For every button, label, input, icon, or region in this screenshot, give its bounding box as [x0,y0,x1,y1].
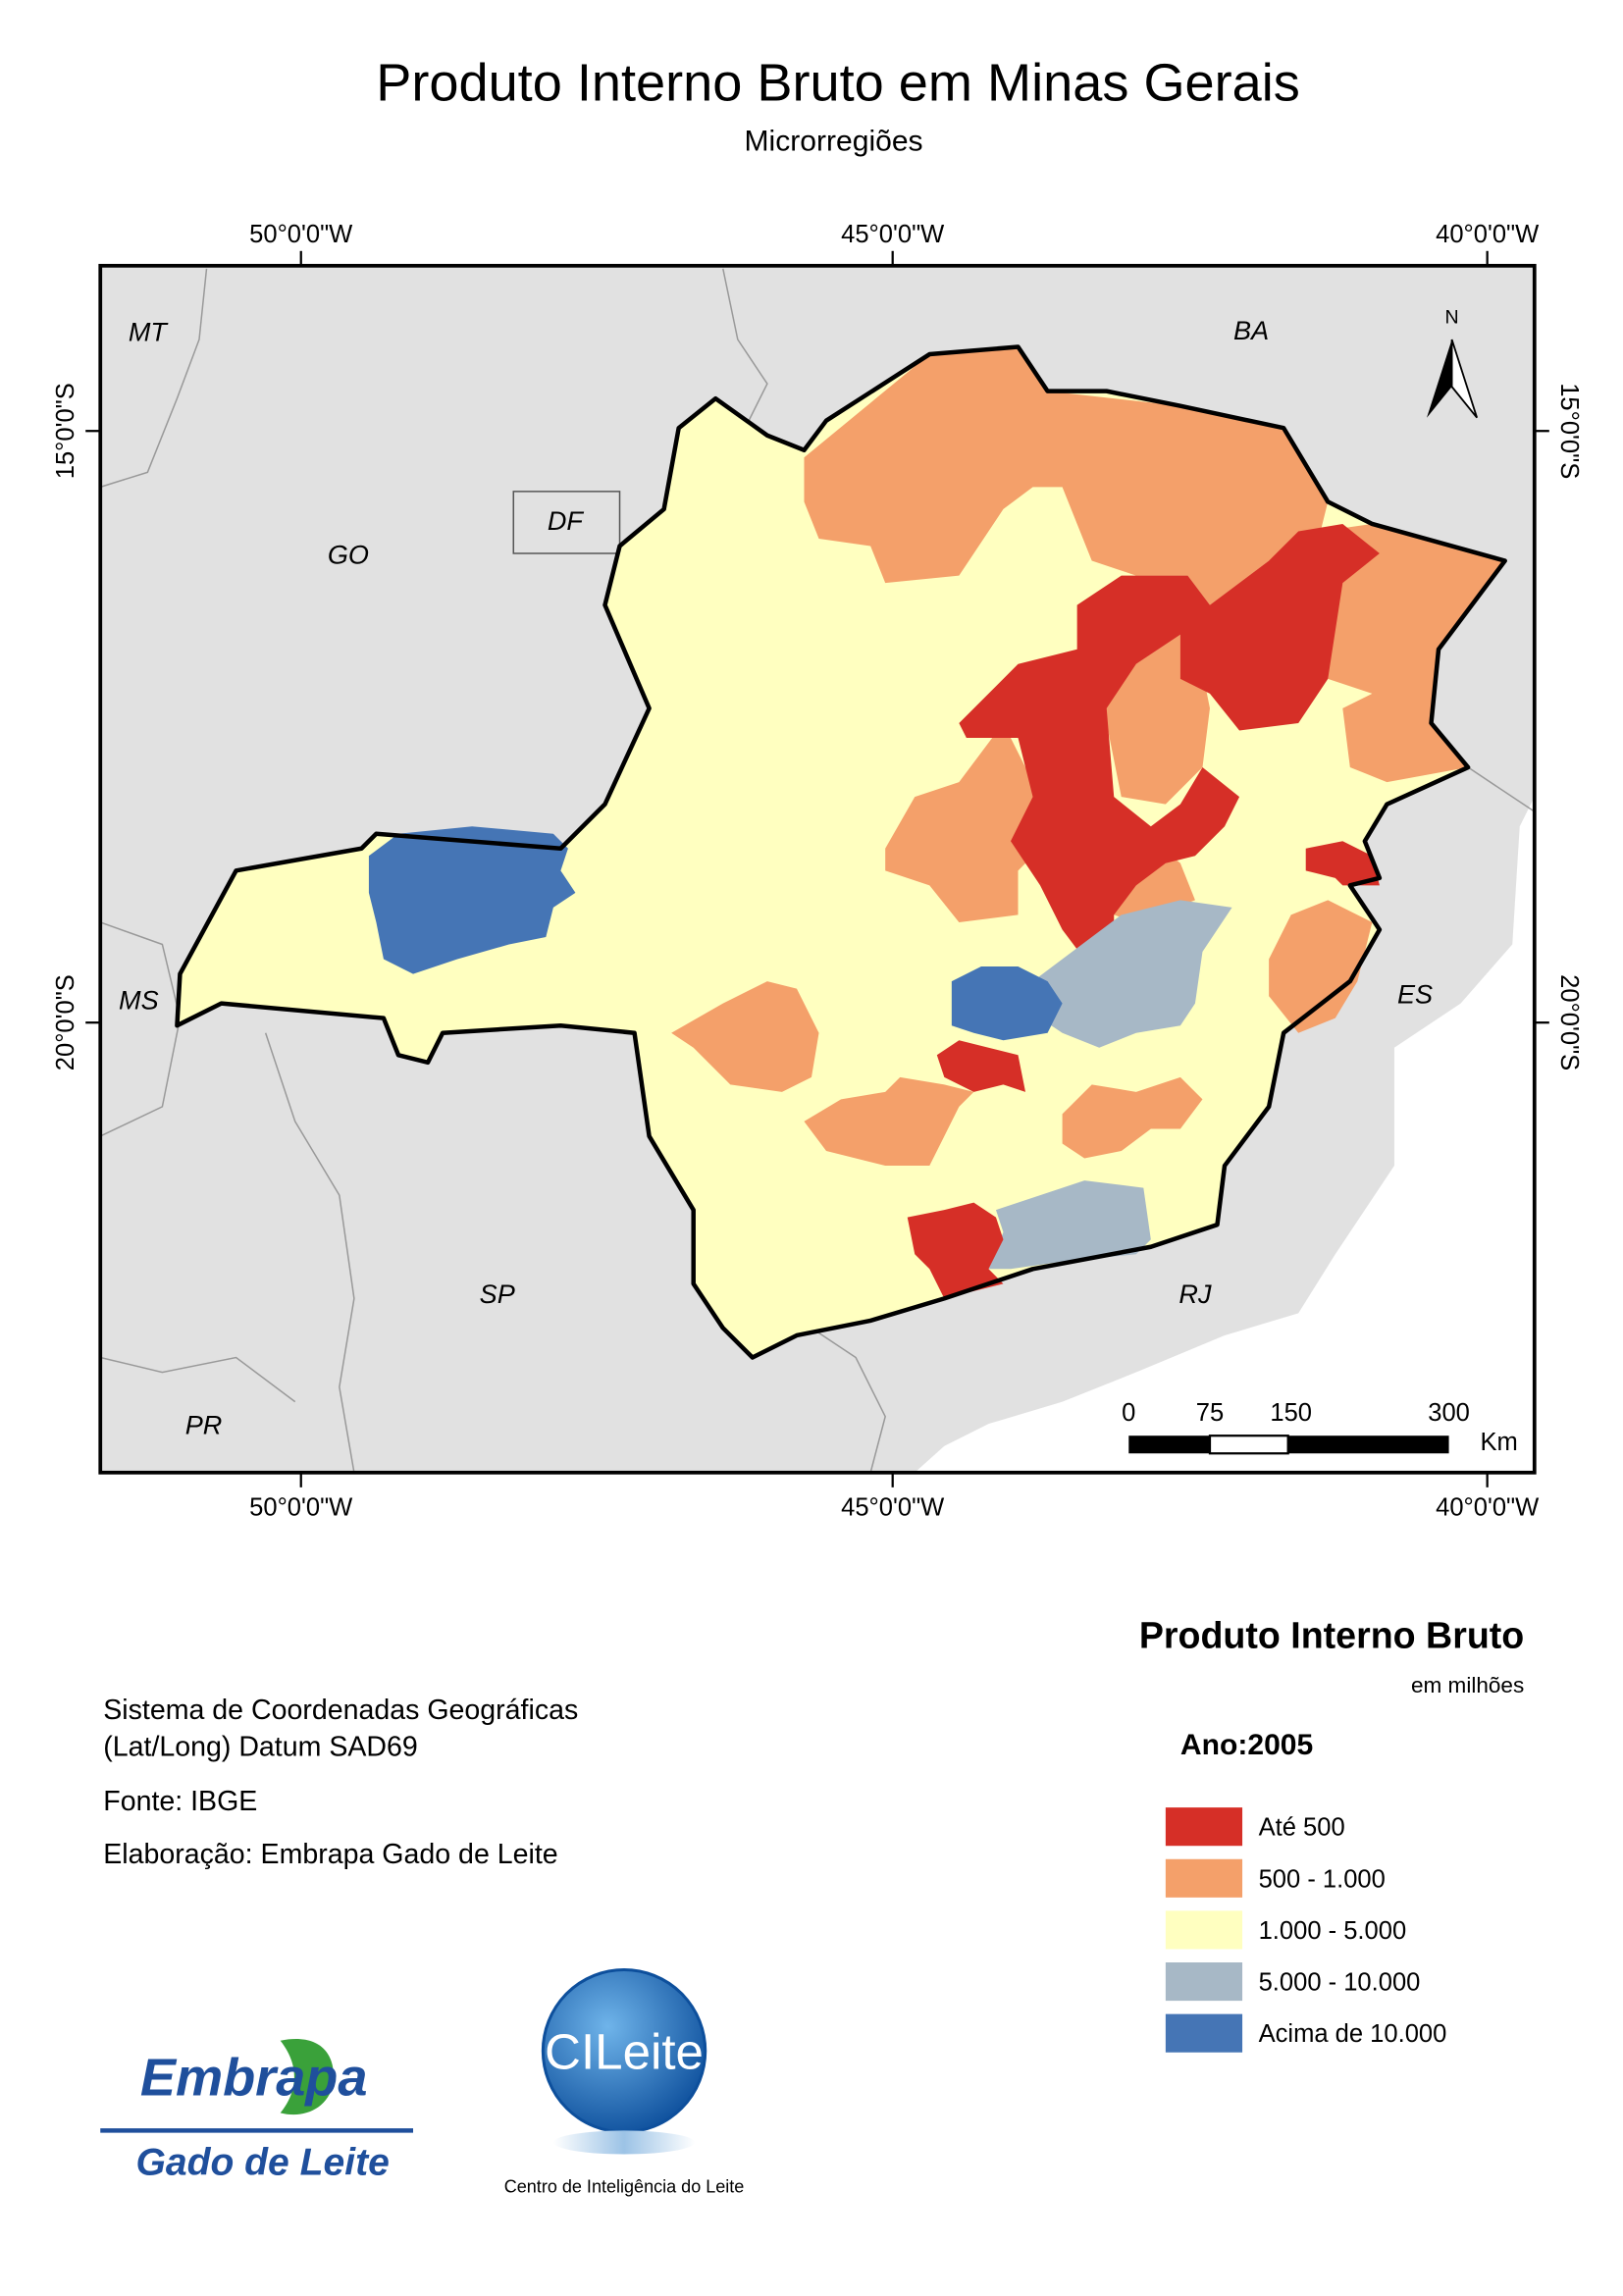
north-label: N [1445,306,1459,328]
legend-label: 500 - 1.000 [1259,1865,1386,1893]
logo-shadow [552,2130,696,2155]
embrapa-logo: Embrapa Gado de Leite [100,2039,414,2184]
ocean [915,797,1535,1473]
state-border [1467,766,1536,812]
region [368,826,576,974]
longitude-label: 40°0'0"W [1436,221,1540,248]
latitude-label: 15°0'0"S [1555,383,1583,479]
state-label: SP [480,1279,515,1309]
state-label: BA [1233,316,1269,345]
legend-label: 1.000 - 5.000 [1259,1917,1407,1945]
north-arrow [1450,339,1478,419]
legend-label: 5.000 - 10.000 [1259,1969,1421,1997]
region [671,981,819,1092]
state-label: RJ [1178,1279,1212,1309]
subtitle: Microrregiões [745,126,923,158]
legend-swatch [1165,2013,1243,2053]
state-border [811,1327,886,1473]
graticule-ticks [85,250,1549,1487]
logo-text: CILeite [545,2023,704,2079]
state-border [100,268,208,489]
note: (Lat/Long) Datum SAD69 [103,1731,418,1762]
region [1305,841,1380,886]
state-label: PR [185,1411,223,1440]
state-border [722,268,768,429]
latitude-label: 20°0'0"S [52,974,79,1070]
region [1062,1076,1203,1159]
legend-year: Ano:2005 [1180,1729,1313,1761]
legend-subtitle: em milhões [1411,1673,1524,1697]
longitude-label: 45°0'0"W [841,221,945,248]
title: Produto Interno Bruto em Minas Gerais [376,53,1300,112]
latitude-label: 20°0'0"S [1555,974,1583,1070]
region [804,1076,974,1167]
legend-label: Até 500 [1259,1814,1345,1842]
longitude-label: 40°0'0"W [1436,1493,1540,1521]
state-border [264,1032,355,1473]
legend-swatch [1165,1807,1243,1847]
region [936,1040,1026,1092]
region [951,966,1063,1041]
region [885,722,1033,922]
longitude-label: 45°0'0"W [841,1493,945,1521]
longitude-label: 50°0'0"W [249,1493,353,1521]
longitude-label: 50°0'0"W [249,221,353,248]
scale-label: 300 [1428,1399,1470,1427]
legend-title: Produto Interno Bruto [1139,1615,1524,1656]
scale-unit: Km [1481,1429,1518,1456]
legend-swatch [1165,1858,1243,1898]
logo-subtext: Gado de Leite [135,2142,389,2184]
state-label: MT [129,318,170,347]
logo-caption: Centro de Inteligência do Leite [504,2177,745,2197]
legend: Produto Interno Bruto em milhões Ano:200… [1139,1615,1524,2053]
state-label: DF [548,506,585,536]
cileite-logo: CILeite Centro de Inteligência do Leite [504,1968,745,2197]
map: 50°0'0"W 45°0'0"W 40°0'0"W 50°0'0"W 45°0… [52,221,1583,1522]
scale-label: 0 [1122,1399,1135,1427]
region [907,1202,1004,1299]
state-outline [175,344,1507,1360]
latitude-label: 15°0'0"S [52,383,79,479]
scale-bar [1128,1435,1449,1455]
note: Sistema de Coordenadas Geográficas [103,1695,578,1726]
legend-items: Até 500 500 - 1.000 1.000 - 5.000 5.000 - 1… [1165,1807,1447,2053]
state-label: GO [328,541,369,570]
state-label: ES [1397,980,1433,1010]
legend-swatch [1165,1910,1243,1950]
legend-label: Acima de 10.000 [1259,2020,1447,2048]
state-label: MS [119,986,159,1016]
scale-label: 150 [1270,1399,1312,1427]
map-frame [98,263,1537,1475]
scale-label: 75 [1196,1399,1224,1427]
legend-swatch [1165,1962,1243,2002]
region [959,523,1380,960]
logo-text: Embrapa [140,2048,368,2107]
state-border [100,1356,296,1403]
region [988,1180,1151,1270]
note: Fonte: IBGE [103,1786,257,1817]
region [1320,523,1505,783]
region [1032,900,1232,1048]
logo-leaf [280,2039,335,2115]
note: Elaboração: Embrapa Gado de Leite [103,1839,557,1870]
